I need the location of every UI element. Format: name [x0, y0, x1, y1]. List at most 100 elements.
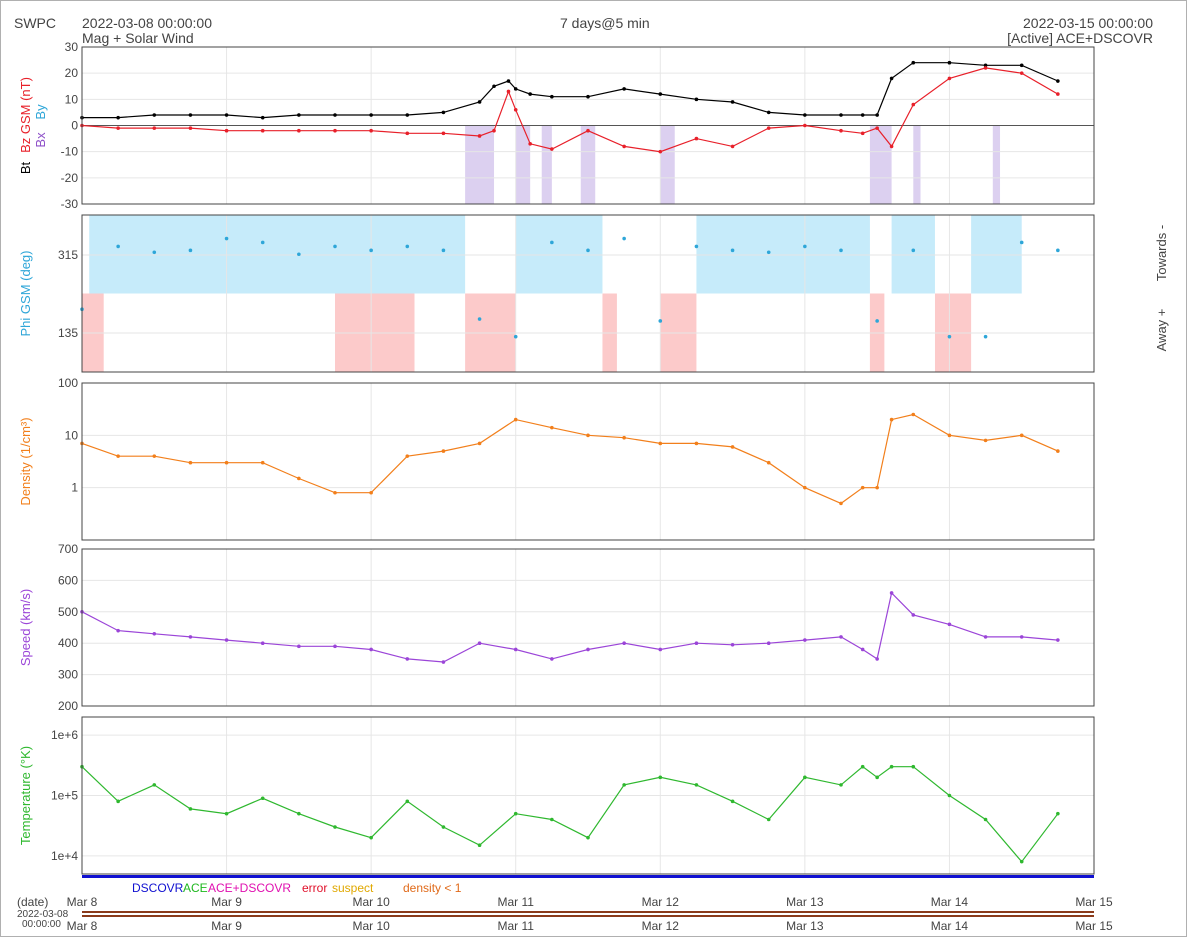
bt-point	[622, 87, 626, 91]
density-point	[766, 460, 771, 465]
bt-point	[152, 113, 157, 117]
bt-point	[911, 60, 916, 65]
bt-axis-label: Bt	[18, 161, 33, 174]
bt-point	[1019, 63, 1024, 68]
bz-point	[875, 126, 879, 130]
temperature-point	[839, 783, 843, 787]
speed-point	[477, 641, 482, 645]
phi-ytick-label: 135	[58, 326, 78, 340]
phi-point	[260, 240, 265, 245]
temperature-point	[333, 825, 337, 829]
bz-south-shading	[992, 125, 1001, 204]
phi-point	[839, 248, 843, 253]
mag-ytick-label: -10	[61, 145, 79, 159]
phi-point	[875, 319, 879, 323]
bt-point	[492, 84, 496, 89]
speed-point	[297, 644, 301, 649]
bt-point	[730, 100, 735, 104]
x-tick-label-top: Mar 12	[642, 895, 680, 909]
bt-point	[441, 110, 446, 115]
temperature-point	[803, 775, 807, 780]
speed-point	[188, 635, 193, 639]
bt-point	[839, 113, 843, 117]
bz-point	[477, 134, 482, 138]
mag-ytick-label: -30	[61, 197, 79, 211]
density-point	[369, 490, 373, 495]
bz-point	[188, 126, 193, 130]
bt-point	[983, 63, 988, 68]
bt-point	[506, 79, 511, 83]
phi-point	[550, 240, 554, 245]
speed-point	[803, 638, 807, 642]
bt-point	[513, 87, 518, 91]
temperature-point	[477, 843, 482, 848]
speed-ytick-label: 600	[58, 573, 78, 587]
phi-point	[224, 236, 229, 241]
phi-point	[405, 244, 410, 249]
speed-point	[1019, 635, 1024, 639]
density-ytick-label: 10	[65, 428, 79, 442]
bz-point	[441, 131, 446, 136]
towards-label: Towards -	[1154, 225, 1169, 281]
density-point	[1056, 449, 1060, 453]
speed-ytick-label: 400	[58, 636, 78, 650]
bz-point	[1019, 71, 1024, 75]
bt-point	[766, 110, 771, 115]
bt-point	[875, 113, 879, 117]
bz-line	[81, 67, 1059, 153]
density-point	[550, 425, 554, 430]
towards-shading	[891, 215, 935, 294]
bz-south-shading	[660, 125, 675, 204]
temperature-point	[152, 783, 157, 787]
density-point	[116, 454, 120, 458]
temperature-point	[694, 783, 699, 787]
speed-point	[513, 647, 518, 652]
temperature-point	[405, 799, 410, 804]
temperature-point	[586, 835, 590, 840]
bz-point	[369, 128, 373, 133]
towards-shading	[515, 215, 603, 294]
density-point	[860, 485, 865, 490]
bt-line	[82, 62, 1059, 119]
legend-error: error	[302, 881, 327, 895]
speed-point	[441, 660, 446, 664]
bz-point	[860, 131, 865, 136]
bz-point	[224, 128, 229, 133]
density-point	[839, 501, 843, 506]
density-point	[188, 460, 193, 465]
phi-axis-label: Phi GSM (deg)	[18, 251, 33, 337]
density-ytick-label: 1	[71, 481, 78, 495]
bt-point	[297, 113, 301, 117]
density-point	[333, 490, 337, 495]
phi-point	[766, 250, 771, 255]
bz-point	[803, 123, 807, 128]
bz-point	[586, 128, 590, 133]
speed-ytick-label: 300	[58, 668, 78, 682]
legend-dscovr: DSCOVR	[132, 881, 184, 895]
bz-south-shading	[515, 125, 531, 204]
bz-point	[333, 128, 337, 133]
temperature-point	[730, 799, 735, 804]
speed-point	[1056, 638, 1060, 642]
bz-point	[766, 126, 771, 130]
bz-south-shading	[465, 125, 495, 204]
bz-point	[889, 144, 894, 149]
density-axis-label: Density (1/cm³)	[18, 417, 33, 505]
speed-point	[889, 591, 894, 595]
x-tick-label-top: Mar 15	[1075, 895, 1113, 909]
phi-point	[477, 317, 482, 321]
speed-point	[860, 647, 865, 652]
data-source: [Active] ACE+DSCOVR	[1007, 30, 1153, 46]
legend-ace-dscovr: ACE+DSCOVR	[208, 881, 291, 895]
phi-point	[152, 250, 157, 255]
bz-south-shading	[580, 125, 596, 204]
temperature-point	[622, 783, 626, 787]
density-point	[983, 438, 988, 443]
x-tick-label-bottom: Mar 10	[352, 919, 390, 933]
bz-south-shading	[541, 125, 552, 204]
bt-point	[477, 100, 482, 104]
bt-point	[803, 113, 807, 117]
speed-point	[658, 647, 663, 652]
phi-point	[694, 244, 699, 249]
phi-point	[297, 252, 301, 257]
